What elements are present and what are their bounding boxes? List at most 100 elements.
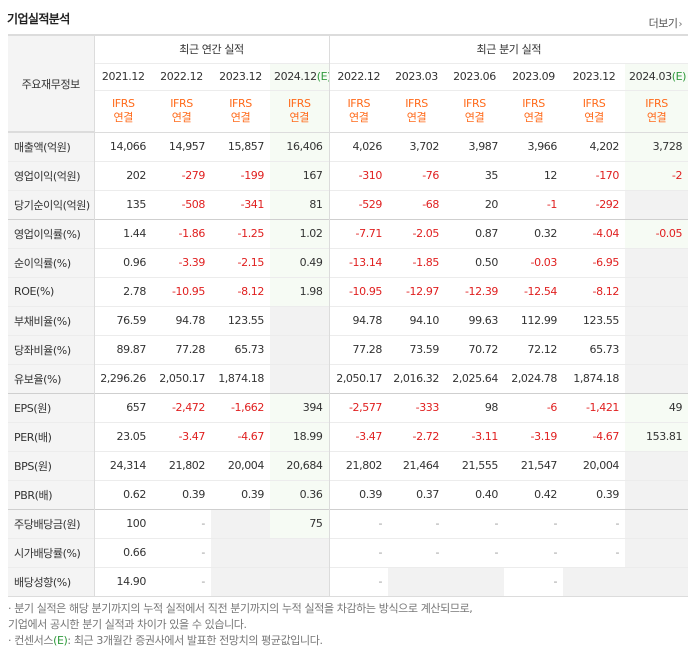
table-cell: 657 (94, 392, 152, 422)
table-cell: - (504, 566, 564, 597)
table-row: PER(배) 23.05 -3.47 -4.67 18.99 -3.47 -2.72 -3.1… (8, 421, 689, 451)
table-cell: - (152, 537, 211, 567)
table-cell: 24,314 (94, 450, 152, 480)
table-cell: - (504, 537, 564, 567)
table-cell: 0.39 (152, 479, 211, 509)
period-header: 2022.12 (328, 62, 389, 90)
ifrs-label: IFRS (405, 97, 428, 110)
table-cell: - (563, 508, 626, 538)
table-cell: -6 (504, 392, 564, 422)
row-label: 주당배당금(원) (8, 508, 95, 538)
ifrs-header-row: IFRS 연결 IFRS 연결 IFRS 연결 IFRS 연결 IFRS 연결 IFRS 연결 IFRS… (8, 89, 689, 133)
table-cell: 99.63 (445, 305, 505, 335)
table-cell (625, 247, 689, 277)
table-cell (625, 508, 689, 538)
table-cell: 1.02 (270, 218, 330, 248)
table-cell: -3.47 (328, 421, 389, 451)
table-cell: 77.28 (152, 334, 211, 364)
chevron-right-icon: › (678, 19, 683, 30)
table-cell: -3.39 (152, 247, 211, 277)
table-cell: 16,406 (270, 131, 330, 161)
consolidated-label: 연결 (646, 111, 667, 124)
table-cell: 75 (270, 508, 330, 538)
table-cell: -6.95 (563, 247, 626, 277)
footnote-1: · 분기 실적은 해당 분기까지의 누적 실적에서 직전 분기까지의 누적 실적… (8, 602, 473, 615)
annual-group-header: 최근 연간 실적 (94, 34, 330, 63)
period-label: 2022.12 (337, 70, 381, 83)
ifrs-badge: IFRS 연결 (328, 89, 389, 133)
table-cell: 2,050.17 (328, 363, 389, 393)
table-cell: - (328, 566, 389, 597)
table-cell: 21,464 (388, 450, 446, 480)
ifrs-label: IFRS (111, 97, 135, 110)
table-cell: -1,662 (211, 392, 270, 422)
period-header: 2023.06 (445, 62, 505, 90)
table-cell: 2,296.26 (94, 363, 152, 393)
table-cell: -3.11 (445, 421, 505, 451)
table-cell: 76.59 (94, 305, 152, 335)
footnotes: · 분기 실적은 해당 분기까지의 누적 실적에서 직전 분기까지의 누적 실적… (8, 601, 473, 648)
table-row: 당좌비율(%) 89.87 77.28 65.73 77.28 73.59 70.72 72.… (8, 334, 689, 364)
row-label: 순이익률(%) (8, 247, 95, 277)
consolidated-label: 연결 (464, 111, 485, 124)
table-row: 주당배당금(원) 100-75- - - - - (8, 508, 689, 538)
table-cell: 123.55 (211, 305, 270, 335)
table-cell: 49 (625, 392, 689, 422)
consolidated-label: 연결 (584, 111, 604, 124)
table-cell: -8.12 (563, 276, 626, 306)
table-cell: 3,987 (445, 131, 505, 161)
row-label: 유보율(%) (8, 363, 95, 393)
table-cell: 0.96 (94, 247, 152, 277)
table-row: BPS(원) 24,314 21,802 20,004 20,684 21,802 21,4… (8, 450, 689, 480)
table-cell: 0.32 (504, 218, 564, 248)
row-label: EPS(원) (8, 392, 95, 422)
table-row: ROE(%) 2.78 -10.95 -8.12 1.98 -10.95 -12.97 -12… (8, 276, 689, 306)
more-label[interactable]: 더보기 (648, 17, 678, 30)
table-cell: 0.42 (504, 479, 564, 509)
ifrs-label: IFRS (522, 97, 545, 110)
table-cell: -292 (563, 189, 626, 219)
table-cell: -68 (388, 189, 446, 219)
period-label: 2021.12 (101, 70, 145, 83)
ifrs-badge: IFRS 연결 (211, 89, 270, 133)
financial-rows: 매출액(억원) 14,066 14,957 15,857 16,406 4,026 3,70… (8, 131, 689, 597)
table-cell: -13.14 (328, 247, 389, 277)
table-cell (445, 566, 505, 597)
table-cell: 0.37 (388, 479, 446, 509)
table-cell: 14.90 (94, 566, 152, 597)
table-cell: -76 (388, 160, 446, 190)
table-cell: 70.72 (445, 334, 505, 364)
period-label: 2023.09 (512, 70, 555, 83)
table-cell: 14,066 (94, 131, 152, 161)
table-cell: 23.05 (94, 421, 152, 451)
table-cell: -310 (328, 160, 389, 190)
row-label: 배당성향(%) (8, 566, 95, 597)
table-cell: -529 (328, 189, 389, 219)
consolidated-label: 연결 (230, 111, 251, 124)
table-cell: 65.73 (563, 334, 626, 364)
table-cell (211, 537, 270, 567)
table-cell (270, 334, 330, 364)
period-label: 2024.12 (274, 70, 317, 83)
table-cell: - (152, 566, 211, 597)
table-cell: -1.85 (388, 247, 446, 277)
table-cell (270, 363, 330, 393)
table-cell (625, 450, 689, 480)
ifrs-badge: IFRS 연결 (152, 89, 211, 133)
consensus-estimate-mark: (E) (53, 634, 68, 647)
table-cell: 0.39 (563, 479, 626, 509)
consensus-label: · 컨센서스 (8, 634, 54, 647)
table-cell: 0.40 (445, 479, 505, 509)
table-cell: 1,874.18 (211, 363, 270, 393)
table-cell: -10.95 (328, 276, 389, 306)
table-cell: -199 (211, 160, 270, 190)
row-label: PBR(배) (8, 479, 95, 509)
table-cell: - (328, 537, 389, 567)
ifrs-label: IFRS (582, 97, 606, 110)
table-cell: -279 (152, 160, 211, 190)
table-cell: -2,472 (152, 392, 211, 422)
table-cell: 2,016.32 (388, 363, 446, 393)
table-cell: 89.87 (94, 334, 152, 364)
more-link[interactable]: 더보기› (648, 15, 683, 31)
table-row: 당기순이익(억원) 135 -508 -341 81 -529 -68 20 -1 -292 (8, 189, 689, 219)
